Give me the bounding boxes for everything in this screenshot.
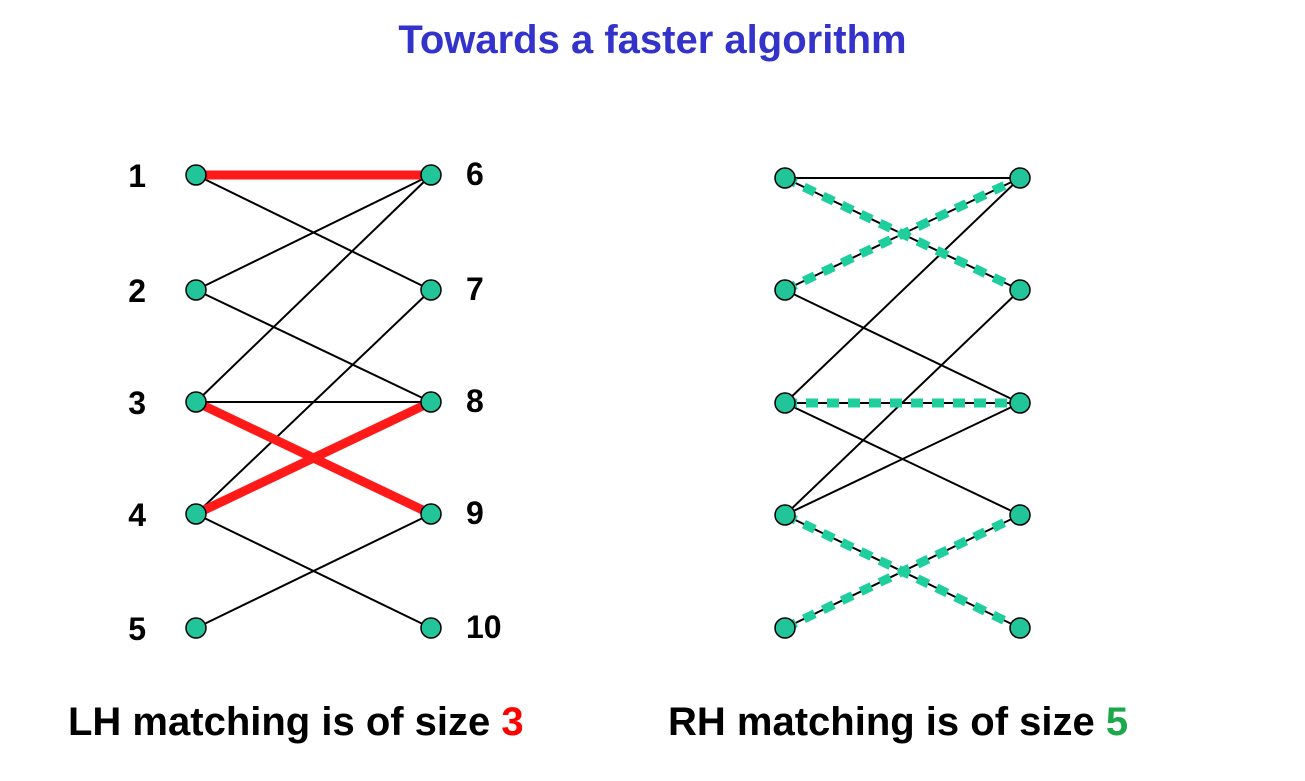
right-graph-node-6 <box>1009 167 1031 189</box>
left-graph-node-1 <box>185 164 207 186</box>
right-node-label-10: 10 <box>466 609 502 645</box>
right-matching-edge-2-6 <box>783 173 1022 295</box>
graph-nodes <box>185 164 1031 639</box>
left-graph-node-6 <box>420 164 442 186</box>
left-matching-edge-4-8 <box>194 397 433 519</box>
right-edge-2-8 <box>784 289 1021 404</box>
lh-matching-size: 3 <box>501 700 524 744</box>
left-graph-node-5 <box>185 617 207 639</box>
slide-title: Towards a faster algorithm <box>398 18 907 62</box>
left-node-label-5: 5 <box>128 611 146 647</box>
left-graph-edges <box>195 174 432 629</box>
left-graph-node-9 <box>420 503 442 525</box>
bipartite-matching-diagram: 1 2 3 4 5 6 7 8 9 10 <box>128 156 1031 647</box>
left-node-label-4: 4 <box>128 497 146 533</box>
rh-matching-size: 5 <box>1105 700 1129 744</box>
right-graph-node-9 <box>1009 504 1031 526</box>
lh-caption: LH matching is of size 3 <box>68 700 524 745</box>
left-graph-node-2 <box>185 279 207 301</box>
left-graph-node-4 <box>185 503 207 525</box>
left-node-label-2: 2 <box>128 273 146 309</box>
left-graph-node-3 <box>185 391 207 413</box>
rh-caption-text: RH matching is of size <box>668 700 1106 744</box>
left-graph-node-7 <box>420 279 442 301</box>
left-graph-matching <box>194 170 433 519</box>
right-graph-node-10 <box>1009 617 1031 639</box>
lh-caption-text: LH matching is of size <box>68 700 502 744</box>
right-graph-node-2 <box>774 279 796 301</box>
right-graph-node-1 <box>774 167 796 189</box>
right-graph-node-7 <box>1009 279 1031 301</box>
node-labels: 1 2 3 4 5 6 7 8 9 10 <box>128 156 501 647</box>
right-graph-node-4 <box>774 504 796 526</box>
right-graph-node-5 <box>774 617 796 639</box>
left-graph-node-8 <box>420 391 442 413</box>
right-edge-3-6 <box>784 177 1021 404</box>
left-edge-2-6 <box>195 174 432 291</box>
left-node-label-3: 3 <box>128 385 146 421</box>
right-graph-matching <box>783 173 1022 633</box>
right-graph-node-8 <box>1009 392 1031 414</box>
right-edge-4-7 <box>784 289 1021 516</box>
right-node-label-7: 7 <box>466 271 484 307</box>
right-node-label-9: 9 <box>466 495 484 531</box>
right-node-label-8: 8 <box>466 383 484 419</box>
left-node-label-1: 1 <box>128 158 146 194</box>
right-matching-edge-5-9 <box>783 510 1022 633</box>
left-edge-5-9 <box>195 513 432 629</box>
right-edge-4-8 <box>784 402 1021 516</box>
rh-caption: RH matching is of size 5 <box>668 700 1128 745</box>
right-node-label-6: 6 <box>466 156 484 192</box>
left-graph-node-10 <box>420 617 442 639</box>
left-edge-3-6 <box>195 174 432 403</box>
right-graph-node-3 <box>774 392 796 414</box>
left-edge-4-7 <box>195 289 432 515</box>
left-edge-2-8 <box>195 289 432 403</box>
